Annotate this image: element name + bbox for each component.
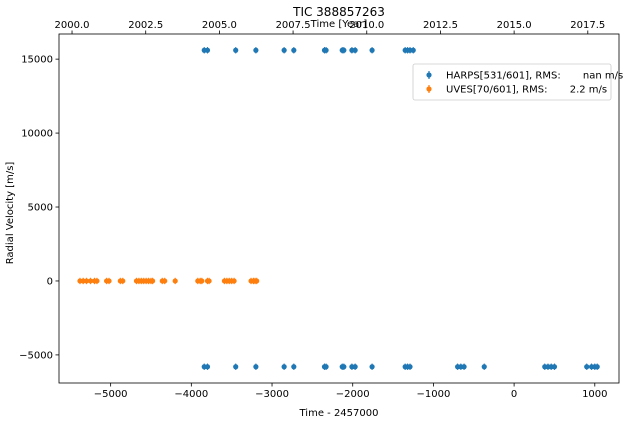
data-point <box>407 364 413 370</box>
data-point <box>87 278 94 284</box>
data-point <box>120 278 126 284</box>
legend: HARPS[531/601], RMS: nan m/s UVES[70/601]… <box>412 63 623 101</box>
data-point <box>584 364 590 370</box>
top-x-tick-label: 2010.0 <box>349 20 384 31</box>
legend-box <box>412 63 612 101</box>
data-point <box>162 278 168 284</box>
data-point <box>551 364 558 370</box>
top-x-tick-label: 2012.5 <box>423 20 458 31</box>
plot-frame <box>58 33 620 384</box>
y-axis: −5000 0 5000 10000 15000 <box>19 55 59 361</box>
data-point <box>323 364 329 370</box>
top-x-tick-label: 2002.5 <box>128 20 163 31</box>
x-tick-label: −3000 <box>255 389 289 400</box>
x-tick-label: 0 <box>511 389 517 400</box>
legend-entry: UVES[70/601], RMS: 2.2 m/s <box>446 85 607 96</box>
series-1 <box>77 277 260 285</box>
data-point <box>172 278 178 284</box>
legend-marker <box>426 86 432 92</box>
y-tick-label: 15000 <box>21 55 53 66</box>
x-tick-label: −1000 <box>416 389 450 400</box>
plot-area <box>58 33 620 384</box>
top-x-tick-label: 2015.0 <box>497 20 532 31</box>
y-tick-label: 10000 <box>21 129 53 140</box>
data-point <box>253 47 259 53</box>
top-x-axis: 2000.0 2002.5 2005.0 2007.5 2010.0 2012.5 2015… <box>55 20 605 34</box>
data-point <box>206 278 212 284</box>
data-point <box>281 47 287 53</box>
data-point <box>341 47 347 53</box>
x-tick-label: 1000 <box>582 389 607 400</box>
x-tick-label: −5000 <box>94 389 128 400</box>
y-axis-label: Radial Velocity [m/s] <box>5 162 16 265</box>
data-point <box>341 364 347 370</box>
data-point <box>323 47 329 53</box>
y-tick-label: 5000 <box>28 203 53 214</box>
data-point <box>106 278 112 284</box>
x-axis-label: Time - 2457000 <box>299 408 379 419</box>
top-x-tick-label: 2005.0 <box>202 20 237 31</box>
series-0 <box>201 47 600 370</box>
data-point <box>369 47 375 53</box>
chart-title: TIC 388857263 <box>292 5 385 19</box>
top-x-tick-label: 2017.5 <box>570 20 605 31</box>
data-point <box>481 364 487 370</box>
y-tick-label: −5000 <box>19 350 53 361</box>
y-tick-label: 0 <box>47 276 53 287</box>
data-point <box>291 364 297 370</box>
data-point <box>204 364 211 370</box>
data-point <box>94 278 100 284</box>
legend-entry: HARPS[531/601], RMS: nan m/s <box>446 71 623 82</box>
top-x-tick-label: 2000.0 <box>55 20 90 31</box>
data-point <box>352 47 358 53</box>
top-x-axis-label: Time [Year] <box>310 19 368 30</box>
data-point <box>83 278 90 284</box>
top-x-tick-label: 2007.5 <box>276 20 311 31</box>
data-point <box>291 47 297 53</box>
data-point <box>199 278 205 284</box>
data-point <box>231 278 237 284</box>
data-point <box>204 47 211 53</box>
legend-marker <box>426 72 432 78</box>
data-point <box>233 364 239 370</box>
data-point <box>369 364 375 370</box>
data-point <box>254 278 260 284</box>
x-tick-label: −2000 <box>336 389 370 400</box>
data-point <box>410 47 416 53</box>
data-point <box>253 364 259 370</box>
data-point <box>461 364 467 370</box>
data-point <box>281 364 287 370</box>
data-point <box>150 278 156 284</box>
x-axis: −5000 −4000 −3000 −2000 −1000 0 1000 <box>94 383 608 400</box>
data-point <box>233 47 239 53</box>
data-point <box>352 364 358 370</box>
x-tick-label: −4000 <box>174 389 208 400</box>
data-point <box>594 364 600 370</box>
